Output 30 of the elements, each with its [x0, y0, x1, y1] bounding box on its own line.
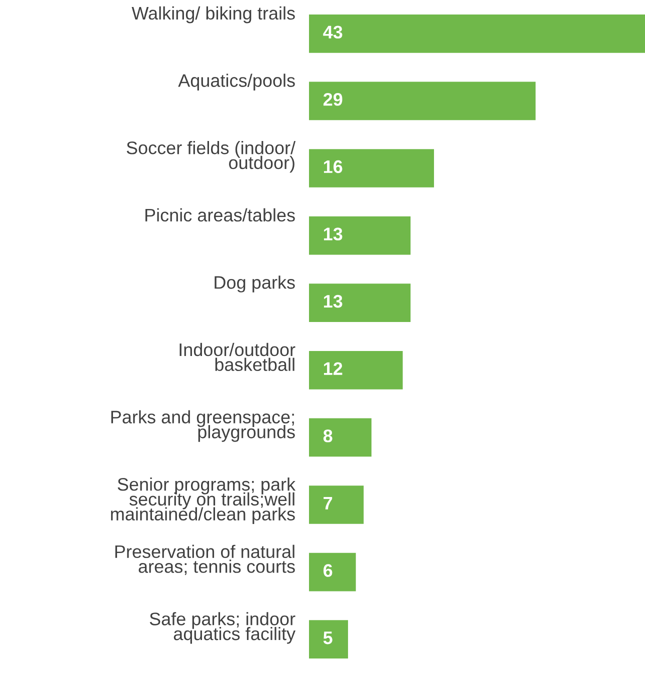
bar: [308, 149, 434, 188]
y-tick-label: Safe parks; indoor aquatics facility: [150, 612, 296, 644]
bar: [308, 620, 348, 659]
y-tick-label: Dog parks: [214, 276, 295, 292]
bar: [308, 82, 536, 120]
y-tick-label: Walking/ biking trails: [132, 6, 295, 24]
data-label: 16: [324, 160, 342, 174]
bar: [308, 552, 356, 592]
data-label: 13: [324, 294, 342, 308]
y-tick-label: Soccer fields (indoor/ outdoor): [126, 140, 296, 173]
y-tick-label: Senior programs; park security on trails;well maintained/clean parks: [111, 477, 296, 524]
data-label: 5: [323, 632, 332, 644]
data-label: 12: [324, 362, 342, 375]
data-label: 43: [323, 26, 342, 39]
y-tick-label: Picnic areas/tables: [145, 208, 295, 222]
data-label: 8: [323, 430, 332, 442]
data-label: 6: [324, 564, 332, 577]
bar: [308, 14, 645, 53]
bar: [308, 350, 403, 390]
bar: [308, 216, 411, 255]
bar: [308, 486, 364, 524]
bar: [308, 418, 372, 457]
y-tick-label: Indoor/outdoor basketball: [180, 342, 296, 372]
data-label: 13: [324, 228, 342, 240]
y-tick-label: Aquatics/pools: [178, 74, 295, 91]
y-tick-label: Preservation of natural areas; tennis courts: [115, 544, 295, 576]
data-label: 7: [324, 496, 332, 510]
y-tick-label: Parks and greenspace; playgrounds: [111, 410, 295, 442]
data-label: 29: [323, 93, 342, 106]
bar: [308, 284, 411, 322]
